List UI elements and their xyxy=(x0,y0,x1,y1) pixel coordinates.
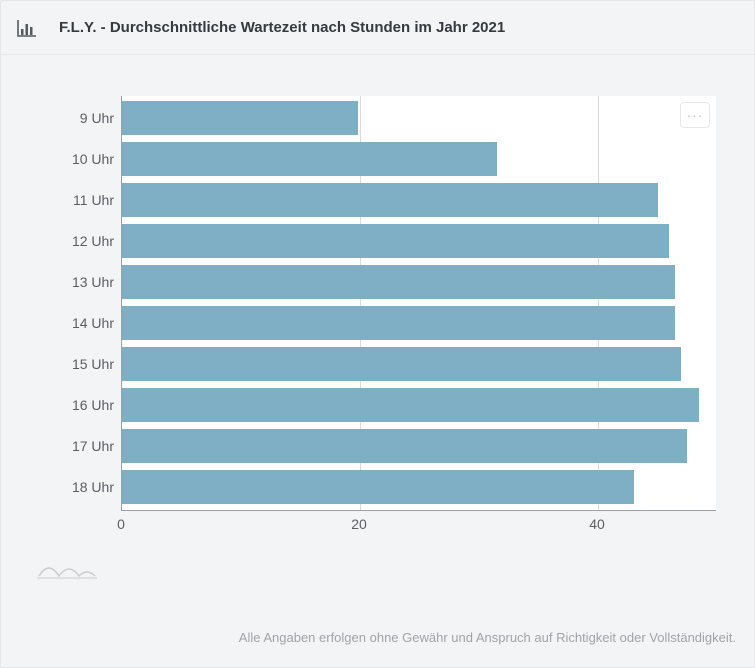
bar xyxy=(122,388,699,422)
y-axis-label: 18 Uhr xyxy=(34,470,114,504)
bar xyxy=(122,347,681,381)
chart-title: F.L.Y. - Durchschnittliche Wartezeit nac… xyxy=(59,19,505,36)
y-axis-label: 16 Uhr xyxy=(34,388,114,422)
navigator-icon xyxy=(37,558,97,585)
y-axis-label: 11 Uhr xyxy=(34,183,114,217)
bar xyxy=(122,224,669,258)
card-header: F.L.Y. - Durchschnittliche Wartezeit nac… xyxy=(1,1,754,55)
y-axis-label: 13 Uhr xyxy=(34,265,114,299)
y-axis-label: 14 Uhr xyxy=(34,306,114,340)
y-axis-label: 12 Uhr xyxy=(34,224,114,258)
x-axis-tick: 0 xyxy=(117,516,125,532)
ellipsis-icon: ··· xyxy=(687,107,704,123)
footer-disclaimer: Alle Angaben erfolgen ohne Gewähr und An… xyxy=(1,630,736,645)
bar xyxy=(122,183,658,217)
bar xyxy=(122,429,687,463)
y-axis-label: 17 Uhr xyxy=(34,429,114,463)
chart-area: ··· 0 20 40 9 Uhr 10 Uhr 11 Uhr 12 Uhr 13 Uhr 1… xyxy=(31,96,726,566)
bar xyxy=(122,306,675,340)
chart-menu-button[interactable]: ··· xyxy=(680,102,710,128)
x-axis: 02040 xyxy=(121,516,716,541)
bar xyxy=(122,101,358,135)
bar xyxy=(122,265,675,299)
x-axis-tick: 20 xyxy=(351,516,367,532)
y-axis-label: 9 Uhr xyxy=(34,101,114,135)
bar xyxy=(122,142,497,176)
chart-card: F.L.Y. - Durchschnittliche Wartezeit nac… xyxy=(0,0,755,668)
y-axis-label: 10 Uhr xyxy=(34,142,114,176)
y-axis-label: 15 Uhr xyxy=(34,347,114,381)
bar xyxy=(122,470,634,504)
chart-icon xyxy=(17,19,37,37)
x-axis-tick: 40 xyxy=(589,516,605,532)
plot-area: ··· xyxy=(121,96,716,511)
